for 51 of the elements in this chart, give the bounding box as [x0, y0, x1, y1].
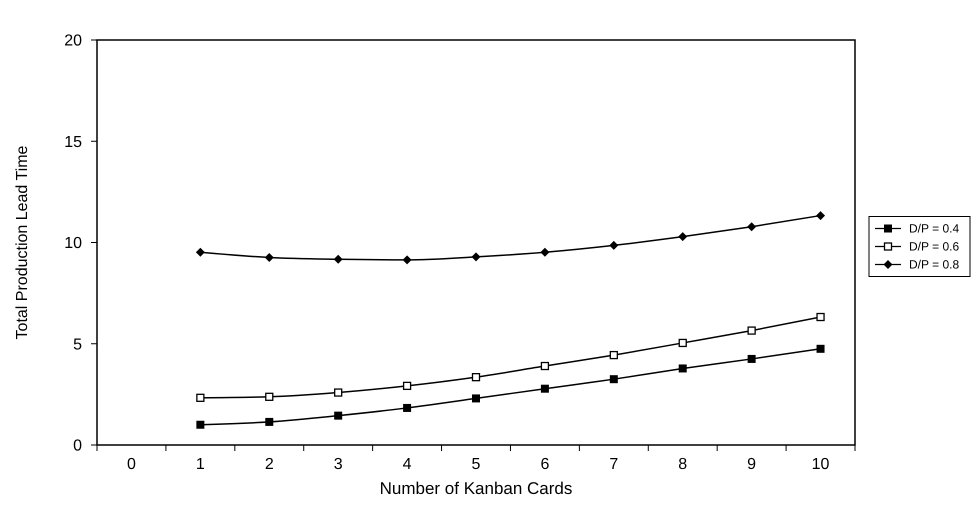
x-tick-label: 0 — [127, 456, 136, 473]
legend-label: D/P = 0.6 — [909, 240, 960, 254]
point — [402, 255, 412, 264]
point — [747, 222, 756, 232]
x-tick-label: 2 — [264, 456, 274, 473]
legend-label: D/P = 0.4 — [909, 222, 960, 236]
x-tick-label: 1 — [196, 456, 205, 473]
point — [678, 232, 688, 242]
point — [472, 252, 480, 262]
y-axis-title: Total Production Lead Time — [14, 145, 31, 340]
point — [196, 420, 204, 429]
point — [403, 404, 412, 412]
point — [196, 394, 205, 402]
point — [334, 388, 342, 397]
point — [540, 362, 550, 370]
point — [540, 384, 549, 393]
point — [540, 248, 550, 257]
point — [816, 312, 825, 322]
point — [472, 373, 480, 382]
point — [816, 344, 825, 353]
legend-label: D/P = 0.8 — [909, 258, 960, 272]
point — [334, 412, 342, 420]
point — [610, 375, 618, 384]
x-tick-label: 8 — [678, 456, 688, 473]
point — [816, 211, 826, 220]
y-tick-label: 20 — [64, 32, 82, 50]
point — [196, 248, 205, 257]
x-tick-label: 9 — [747, 456, 756, 473]
point — [678, 364, 687, 372]
x-tick-label: 6 — [540, 456, 550, 473]
x-axis-title: Number of Kanban Cards — [380, 479, 572, 498]
point — [402, 382, 412, 390]
x-tick-label: 4 — [402, 456, 412, 473]
point — [265, 418, 274, 426]
y-tick-label: 10 — [64, 235, 82, 252]
point — [264, 252, 274, 262]
x-tick-label: 3 — [334, 456, 343, 473]
y-tick-label: 15 — [64, 134, 82, 151]
point — [472, 394, 480, 402]
x-tick-label: 7 — [609, 456, 618, 473]
point — [610, 350, 618, 360]
point — [678, 338, 687, 348]
point — [265, 392, 274, 401]
point — [334, 254, 343, 264]
y-tick-label: 5 — [73, 336, 82, 354]
point — [747, 326, 756, 335]
y-tick-label: 0 — [73, 438, 82, 455]
point — [609, 240, 618, 250]
x-tick-label: 5 — [472, 456, 481, 473]
point — [748, 354, 756, 363]
x-tick-label: 10 — [812, 456, 830, 473]
